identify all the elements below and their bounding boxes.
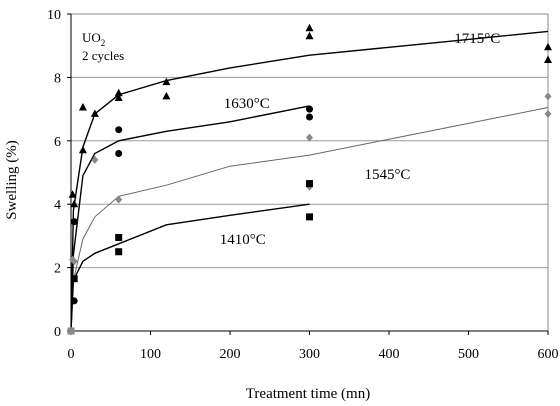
point-diamond-2 <box>70 257 78 266</box>
point-triangle-10 <box>305 23 314 32</box>
point-circle-4 <box>115 149 123 157</box>
point-triangle-8 <box>162 77 171 86</box>
series-labels: 1715°C 1630°C 1545°C 1410°C <box>220 31 501 248</box>
point-square-3 <box>115 248 123 256</box>
y-tick-label-4: 4 <box>54 198 61 213</box>
series-label-1: 1630°C <box>224 96 270 112</box>
x-axis-title: Treatment time (mn) <box>246 386 370 402</box>
series-label-2: 1545°C <box>364 167 410 183</box>
x-tick-label-400: 400 <box>379 347 400 362</box>
axes <box>67 13 549 335</box>
point-circle-6 <box>306 113 313 121</box>
point-diamond-5 <box>306 133 313 142</box>
x-tick-label-600: 600 <box>538 347 559 362</box>
point-diamond-7 <box>544 92 552 101</box>
point-square-2 <box>115 233 123 241</box>
point-triangle-4 <box>78 145 87 154</box>
series-label-0: 1715°C <box>454 31 500 47</box>
point-diamond-8 <box>544 109 552 118</box>
point-triangle-11 <box>305 31 314 40</box>
point-square-5 <box>306 213 313 221</box>
data-points <box>67 23 552 335</box>
point-triangle-5 <box>90 109 99 117</box>
x-tick-label-300: 300 <box>299 347 320 362</box>
fit-curve-diamond <box>70 107 549 332</box>
x-tick-label-100: 100 <box>140 347 161 362</box>
x-tick-label-0: 0 <box>68 347 75 362</box>
point-triangle-9 <box>162 91 171 100</box>
grid-lines <box>71 13 548 332</box>
y-tick-label-0: 0 <box>54 325 61 340</box>
point-triangle-1 <box>68 190 77 198</box>
plot-frame <box>70 13 549 332</box>
point-triangle-13 <box>544 55 552 63</box>
x-tick-label-500: 500 <box>458 347 479 362</box>
y-axis-title: Swelling (%) <box>4 140 20 220</box>
point-square-0 <box>67 327 75 335</box>
point-diamond-4 <box>115 195 123 204</box>
point-square-4 <box>306 180 313 188</box>
point-circle-1 <box>70 218 78 226</box>
y-tick-label-8: 8 <box>54 71 61 86</box>
point-diamond-3 <box>91 155 99 164</box>
series-label-3: 1410°C <box>220 232 266 248</box>
y-tick-label-10: 10 <box>47 8 61 23</box>
material-subscript: 2 <box>101 38 106 48</box>
point-triangle-7 <box>114 93 123 102</box>
material-text: UO <box>82 30 101 45</box>
point-triangle-3 <box>78 103 87 111</box>
fit-curve-circle <box>70 105 310 332</box>
point-triangle-2 <box>70 199 79 208</box>
point-circle-2 <box>70 297 78 305</box>
x-tick-label-200: 200 <box>220 347 241 362</box>
point-triangle-12 <box>544 42 552 51</box>
point-circle-5 <box>306 105 313 113</box>
y-tick-label-2: 2 <box>54 262 61 277</box>
y-tick-label-6: 6 <box>54 135 61 150</box>
point-square-1 <box>70 275 78 283</box>
point-triangle-6 <box>114 88 123 97</box>
annotation-material: UO2 <box>82 30 105 48</box>
point-circle-3 <box>115 126 123 134</box>
annotation-cycles: 2 cycles <box>82 48 124 63</box>
